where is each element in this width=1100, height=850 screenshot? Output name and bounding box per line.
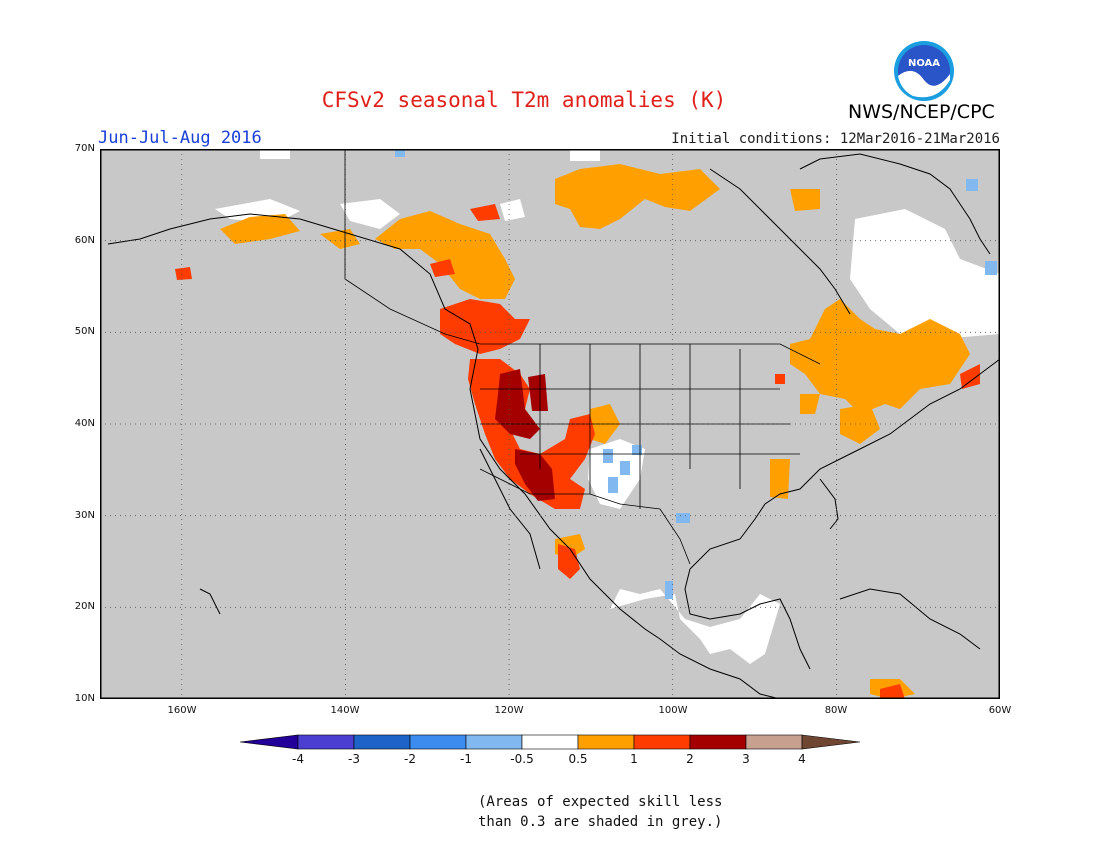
lon-label: 100W [658,705,688,716]
colorbar-tick-label: -3 [348,752,360,766]
anomaly-map [100,149,1000,699]
lon-label: 80W [824,705,848,716]
colorbar-tick-label: 3 [742,752,750,766]
lat-label: 70N [74,143,95,154]
chart-title: CFSv2 seasonal T2m anomalies (K) [321,88,727,112]
colorbar-tick-label: 4 [798,752,806,766]
colorbar-bin [353,734,411,750]
lat-label: 20N [74,601,95,612]
lon-label: 60W [988,705,1012,716]
map-frame [100,149,1000,699]
organization-label: NWS/NCEP/CPC [848,101,995,123]
lat-label: 60N [74,235,95,246]
cool-anomaly-regions [395,149,997,599]
lat-label: 50N [74,326,95,337]
svg-text:NOAA: NOAA [908,58,940,69]
colorbar-tick-label: -4 [292,752,304,766]
lon-label: 140W [330,705,360,716]
graticule [100,149,1000,699]
colorbar-bin [297,734,355,750]
noaa-logo-icon: NOAA [894,41,954,101]
lon-label: 160W [167,705,197,716]
colorbar-tick-label: -0.5 [510,752,534,766]
colorbar-tick-label: -1 [460,752,472,766]
colorbar-bin [409,734,467,750]
colorbar-bin [465,734,523,750]
initial-conditions: Initial conditions: 12Mar2016-21Mar2016 [671,131,1000,147]
colorbar [240,734,860,750]
skill-note: (Areas of expected skill less than 0.3 a… [478,792,722,832]
colorbar-bin [689,734,747,750]
lon-label: 120W [494,705,524,716]
neutral-regions [215,149,1000,664]
colorbar-arrow-max [801,734,860,750]
colorbar-bin [521,734,579,750]
colorbar-tick-label: 2 [686,752,694,766]
colorbar-tick-label: 1 [630,752,638,766]
colorbar-arrow-min [240,734,299,750]
lat-label: 30N [74,510,95,521]
colorbar-bin [577,734,635,750]
lat-label: 40N [74,418,95,429]
warm-anomaly-3-regions [495,369,555,501]
colorbar-bin [745,734,803,750]
lat-label: 10N [74,693,95,704]
warm-anomaly-1-regions [220,164,970,699]
skill-note-line: (Areas of expected skill less [478,794,723,810]
skill-note-line: than 0.3 are shaded in grey.) [478,814,723,830]
colorbar-bin [633,734,691,750]
forecast-period: Jun-Jul-Aug 2016 [98,128,262,148]
colorbar-tick-label: -2 [404,752,416,766]
colorbar-tick-label: 0.5 [568,752,588,766]
